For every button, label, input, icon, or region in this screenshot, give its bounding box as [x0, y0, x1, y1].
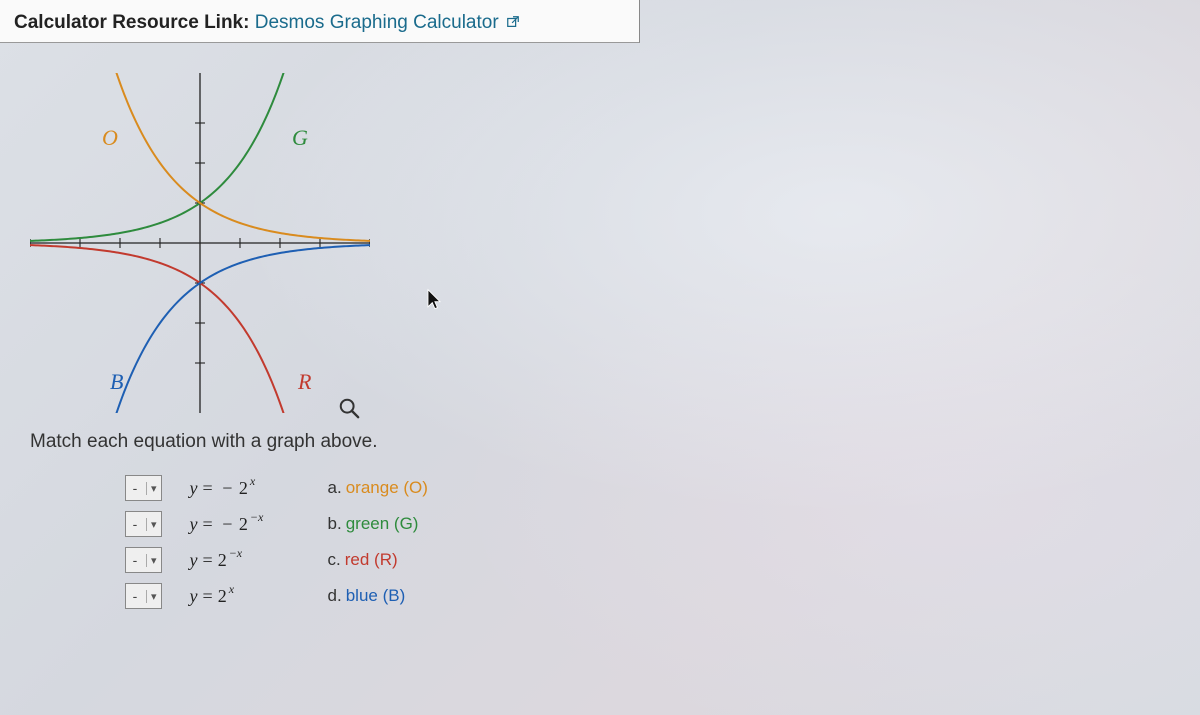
question-prompt: Match each equation with a graph above.: [30, 431, 1180, 453]
answer-option: a.orange (O): [328, 478, 428, 498]
equation: y= − 2−x: [190, 514, 300, 535]
curve-label-R: R: [298, 369, 311, 395]
cursor-icon: [425, 288, 443, 312]
answer-option: c.red (R): [328, 550, 398, 570]
curve-label-B: B: [110, 369, 123, 395]
answer-option: b.green (G): [328, 514, 419, 534]
external-link-icon: [506, 15, 520, 29]
option-letter: c.: [328, 550, 341, 569]
resource-label: Calculator Resource Link:: [14, 12, 249, 33]
magnify-icon[interactable]: [338, 397, 360, 419]
chevron-down-icon: ▾: [146, 554, 161, 567]
option-letter: a.: [328, 478, 342, 497]
option-letter: d.: [328, 586, 342, 605]
answer-select[interactable]: -▾: [125, 475, 162, 501]
select-value: -: [126, 552, 146, 568]
desmos-link-text: Desmos Graphing Calculator: [255, 12, 499, 33]
chevron-down-icon: ▾: [146, 482, 161, 495]
resource-header: Calculator Resource Link: Desmos Graphin…: [0, 0, 640, 43]
chevron-down-icon: ▾: [146, 590, 161, 603]
match-row: -▾ y=2−x c.red (R): [30, 547, 1180, 573]
match-rows: -▾y= − 2xa.orange (O)-▾y= − 2−xb.green (…: [30, 475, 1180, 609]
answer-option: d.blue (B): [328, 586, 406, 606]
equation: y= − 2x: [190, 478, 300, 499]
option-text: red (R): [345, 550, 398, 569]
option-letter: b.: [328, 514, 342, 533]
answer-select[interactable]: -▾: [125, 511, 162, 537]
match-row: -▾ y= − 2−x b.green (G): [30, 511, 1180, 537]
answer-select[interactable]: -▾: [125, 547, 162, 573]
question-body: O G B R Match each equation with a graph…: [0, 43, 1200, 639]
select-value: -: [126, 480, 146, 496]
match-row: -▾ y= − 2x a.orange (O): [30, 475, 1180, 501]
curve-label-G: G: [292, 125, 308, 151]
graph-svg: [30, 73, 370, 413]
chevron-down-icon: ▾: [146, 518, 161, 531]
select-value: -: [126, 588, 146, 604]
option-text: blue (B): [346, 586, 406, 605]
graph-panel: O G B R: [30, 73, 370, 413]
option-text: orange (O): [346, 478, 428, 497]
equation: y=2−x: [190, 550, 300, 571]
equation: y=2x: [190, 586, 300, 607]
option-text: green (G): [346, 514, 419, 533]
select-value: -: [126, 516, 146, 532]
match-row: -▾ y=2x d.blue (B): [30, 583, 1180, 609]
desmos-link[interactable]: Desmos Graphing Calculator: [255, 12, 520, 33]
curve-label-O: O: [102, 125, 118, 151]
answer-select[interactable]: -▾: [125, 583, 162, 609]
